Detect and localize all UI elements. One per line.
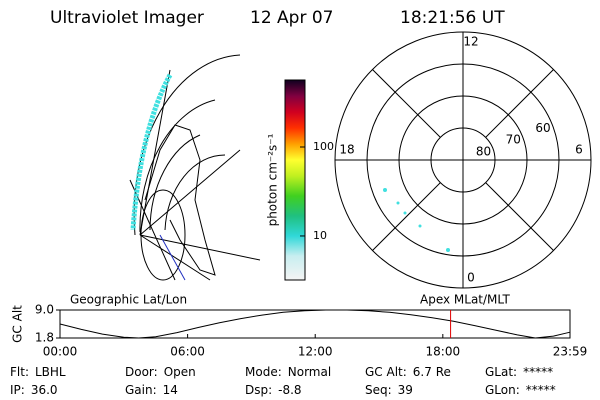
status-label: Mode:	[245, 365, 282, 379]
x-tick-label: 23:59	[553, 345, 588, 359]
polar-spoke	[485, 182, 554, 251]
status-field: IP: 36.0	[10, 383, 58, 397]
time: 18:21:56 UT	[400, 8, 505, 28]
x-tick-label: 06:00	[170, 345, 205, 359]
polar-spoke	[485, 69, 554, 138]
x-tick-label: 00:00	[43, 345, 78, 359]
y-tick-label: 1.8	[35, 331, 54, 345]
status-label: Dsp:	[245, 383, 272, 397]
status-field: Dsp: -8.8	[245, 383, 302, 397]
polar-ring-label: 60	[535, 121, 550, 135]
status-label: IP:	[10, 383, 25, 397]
status-label: GC Alt:	[365, 365, 407, 379]
polar-spoke	[372, 69, 441, 138]
status-value: 39	[398, 383, 413, 397]
altitude-frame	[59, 309, 571, 339]
polar-spoke	[372, 182, 441, 251]
colorbar-label: photon cm⁻²s⁻¹	[266, 133, 280, 226]
status-value: *****	[523, 365, 553, 379]
status-field: Mode: Normal	[245, 365, 331, 379]
status-value: 14	[163, 383, 178, 397]
polar-mlt-label: 6	[575, 143, 583, 157]
status-value: Open	[164, 365, 196, 379]
polar-mlt-label: 12	[463, 35, 478, 49]
polar-label: Apex MLat/MLT	[420, 293, 510, 307]
x-tick-label: 18:00	[426, 345, 461, 359]
colorbar-tick-label: 100	[313, 140, 334, 153]
status-field: GC Alt: 6.7 Re	[365, 365, 451, 379]
polar-ring-label: 80	[476, 144, 491, 158]
status-label: GLon:	[485, 383, 520, 397]
polar-mlt-label: 18	[339, 143, 354, 157]
status-label: Flt:	[10, 365, 29, 379]
aurora-dots	[383, 188, 450, 252]
altitude-label: GC Alt	[11, 305, 25, 343]
status-field: Gain: 14	[125, 383, 178, 397]
status-label: Gain:	[125, 383, 157, 397]
status-value: -8.8	[278, 383, 301, 397]
status-value: 6.7 Re	[413, 365, 451, 379]
status-label: Door:	[125, 365, 158, 379]
title: Ultraviolet Imager	[50, 8, 204, 28]
status-label: GLat:	[485, 365, 517, 379]
status-field: GLon: *****	[485, 383, 556, 397]
status-value: *****	[526, 383, 556, 397]
geo-label: Geographic Lat/Lon	[70, 293, 187, 307]
altitude-line	[59, 309, 571, 339]
status-value: LBHL	[35, 365, 66, 379]
polar-ring-label: 70	[506, 133, 521, 147]
status-field: GLat: *****	[485, 365, 553, 379]
status-label: Seq:	[365, 383, 392, 397]
geo-map	[129, 54, 261, 281]
status-value: Normal	[288, 365, 331, 379]
polar-mlt-label: 0	[467, 271, 475, 285]
y-tick-label: 9.0	[35, 303, 54, 317]
status-field: Seq: 39	[365, 383, 413, 397]
status-value: 36.0	[31, 383, 58, 397]
status-field: Door: Open	[125, 365, 196, 379]
status-field: Flt: LBHL	[10, 365, 66, 379]
date: 12 Apr 07	[250, 8, 333, 28]
colorbar	[284, 79, 306, 281]
colorbar-tick-label: 10	[313, 229, 327, 242]
x-tick-label: 12:00	[298, 345, 333, 359]
